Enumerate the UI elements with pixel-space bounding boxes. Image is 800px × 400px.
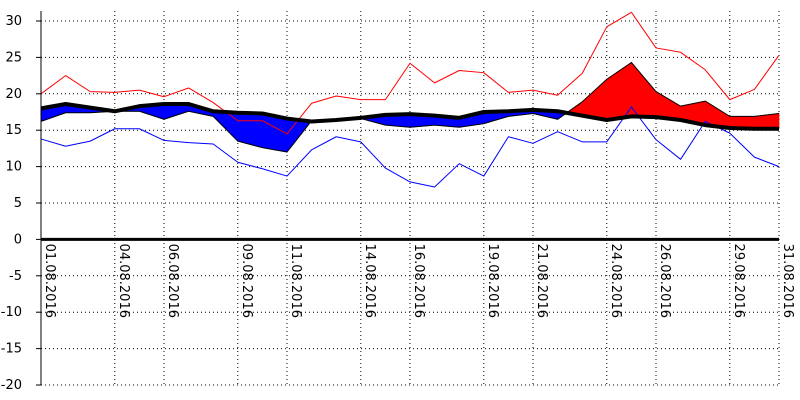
y-tick-label: 5 [14, 196, 22, 211]
x-tick-label: 29.08.2016 [731, 244, 746, 318]
x-tick-label: 24.08.2016 [608, 244, 623, 318]
x-tick-label: 14.08.2016 [362, 244, 377, 318]
mean-temp-line [40, 61, 780, 153]
x-tick-label: 21.08.2016 [534, 244, 549, 318]
x-tick-labels: 01.08.2016 04.08.2016 06.08.2016 09.08.2016… [42, 244, 795, 318]
y-tick-label: -20 [1, 378, 22, 393]
x-tick-label: 09.08.2016 [239, 244, 254, 318]
min-temp-line [40, 106, 780, 188]
normal-temp-line [40, 101, 779, 131]
y-tick-label: -5 [9, 269, 22, 284]
x-tick-label: 31.08.2016 [780, 244, 795, 318]
y-tick-labels: -20 -15 -10 -5 0 5 10 15 20 25 30 [1, 14, 22, 393]
y-tick-label: 25 [5, 50, 22, 65]
x-tick-label: 26.08.2016 [657, 244, 672, 318]
x-tick-label: 06.08.2016 [165, 244, 180, 318]
y-tick-label: 0 [14, 232, 22, 247]
max-temp-line [40, 11, 780, 135]
cold-area [212, 110, 239, 142]
x-tick-label: 04.08.2016 [116, 244, 131, 318]
series-lines [40, 11, 780, 188]
cold-area [163, 103, 189, 120]
y-tick-label: 30 [5, 14, 22, 29]
axes [36, 11, 779, 386]
x-tick-label: 19.08.2016 [485, 244, 500, 318]
warm-area [631, 61, 657, 118]
x-tick-label: 16.08.2016 [411, 244, 426, 318]
x-tick-label: 11.08.2016 [288, 244, 303, 318]
y-tick-label: -10 [1, 305, 22, 320]
y-tick-label: 15 [5, 123, 22, 138]
y-tick-label: 10 [5, 160, 22, 175]
y-tick-label: -15 [1, 342, 22, 357]
y-tick-label: 20 [5, 87, 22, 102]
x-tick-label: 01.08.2016 [42, 244, 57, 318]
warm-area [581, 78, 608, 121]
grid [40, 11, 780, 386]
